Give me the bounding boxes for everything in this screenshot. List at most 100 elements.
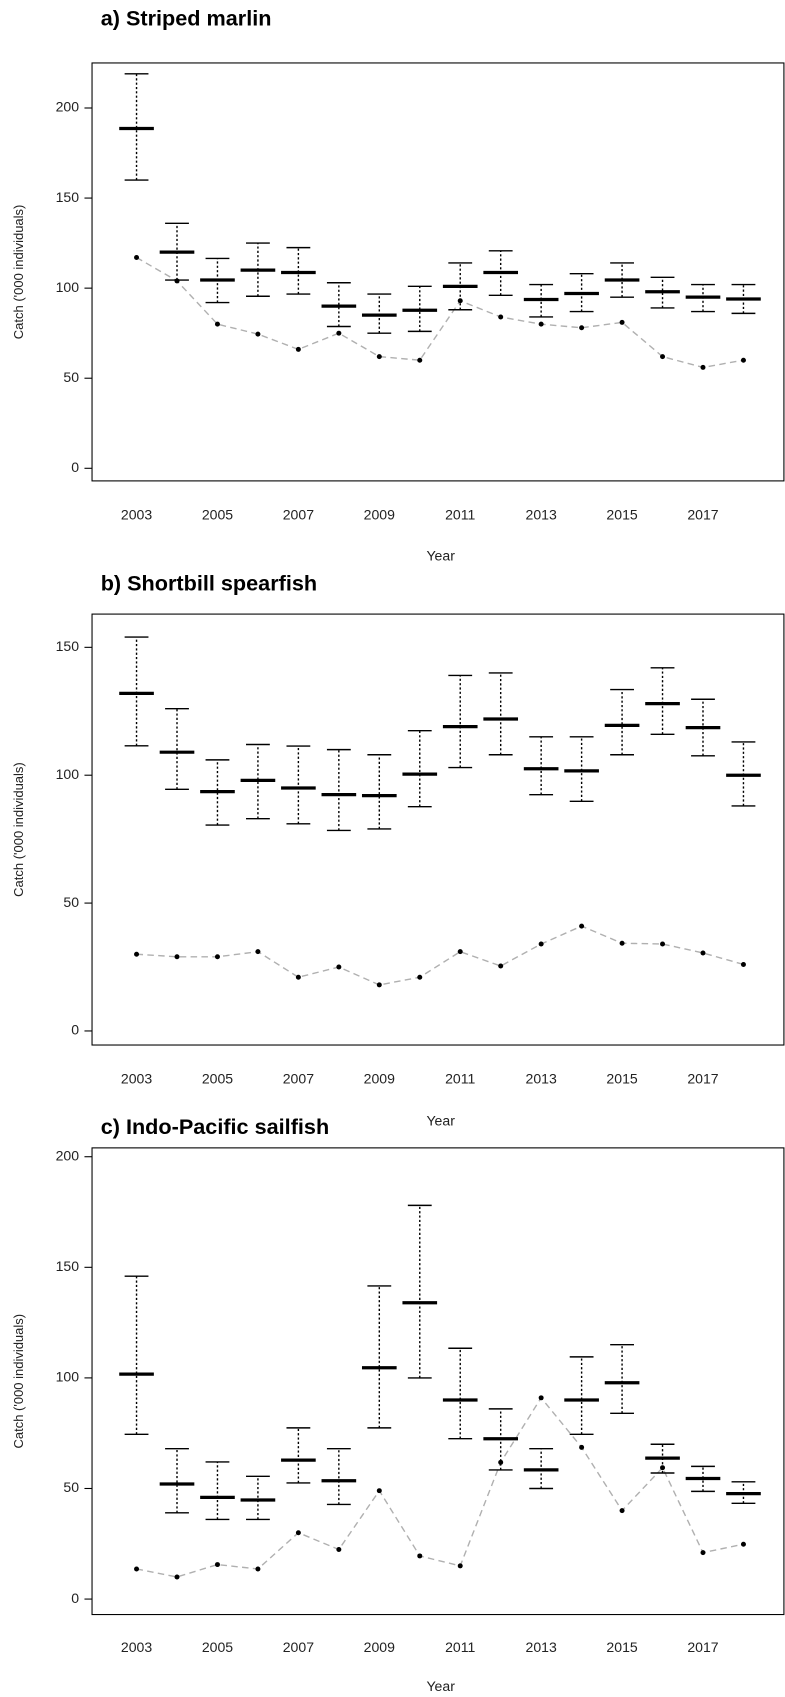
plot-frame [91,1147,785,1616]
observed-point [214,954,220,960]
observed-point [498,963,504,969]
x-tick-label: 2007 [283,506,314,522]
y-tick-label: 150 [56,1258,80,1274]
x-tick-label: 2007 [283,1639,314,1655]
observed-point [660,941,666,947]
x-tick-label: 2017 [687,1070,718,1086]
x-tick-label: 2017 [687,506,718,522]
observed-point [700,364,706,370]
y-axis-label: Catch ('000 individuals) [11,205,26,340]
x-tick-label: 2005 [202,1639,233,1655]
y-tick-label: 150 [56,189,80,205]
y-axis-label: Catch ('000 individuals) [11,1314,26,1449]
observed-point [214,321,220,327]
y-tick-label: 100 [56,766,80,782]
observed-point [619,319,625,325]
observed-point [498,1459,504,1465]
observed-point [336,964,342,970]
y-tick-label: 50 [63,894,79,910]
y-tick-label: 50 [63,1479,79,1495]
panel-title: a) Striped marlin [101,5,272,30]
x-tick-label: 2011 [445,1639,475,1655]
plot-frame [91,613,785,1046]
observed-point [417,1553,423,1559]
observed-point [295,1530,301,1536]
observed-point [134,951,140,957]
observed-point [579,325,585,331]
x-tick-label: 2015 [606,1639,637,1655]
x-tick-label: 2015 [606,1070,637,1086]
observed-point [457,1563,463,1569]
observed-point [376,1488,382,1494]
x-tick-label: 2013 [526,1639,557,1655]
observed-point [336,1547,342,1553]
y-axis-label: Catch ('000 individuals) [11,762,26,897]
observed-point [700,950,706,956]
y-tick-label: 0 [71,1590,79,1606]
x-tick-label: 2013 [526,1070,557,1086]
x-tick-label: 2011 [445,506,475,522]
observed-point [174,1574,180,1580]
y-tick-label: 0 [71,1022,79,1038]
x-tick-label: 2007 [283,1070,314,1086]
observed-point [700,1550,706,1556]
observed-point [295,974,301,980]
y-tick-label: 0 [71,459,79,475]
observed-line [136,1396,744,1578]
observed-point [457,949,463,955]
observed-point [134,1566,140,1572]
panel-title: c) Indo-Pacific sailfish [101,1114,329,1139]
observed-point [619,940,625,946]
x-tick-label: 2003 [121,1070,152,1086]
observed-point [417,974,423,980]
panel: b) Shortbill spearfish 0 50 100 150 2003 2005 2… [11,571,785,1129]
observed-point [376,982,382,988]
observed-point [376,354,382,360]
observed-point [579,1444,585,1450]
observed-point [619,1508,625,1514]
observed-point [538,941,544,947]
panel: a) Striped marlin 0 50 100 150 200 2003 2005 200… [11,5,785,563]
observed-point [417,357,423,363]
x-tick-label: 2009 [364,1070,395,1086]
x-axis-label: Year [426,547,455,563]
x-tick-label: 2009 [364,506,395,522]
x-tick-label: 2003 [121,506,152,522]
y-tick-label: 50 [63,369,79,385]
x-tick-label: 2011 [445,1070,475,1086]
x-tick-label: 2013 [526,506,557,522]
plot-frame [91,62,785,482]
observed-point [255,331,261,337]
panel-title: b) Shortbill spearfish [101,571,317,596]
x-tick-label: 2005 [202,506,233,522]
x-tick-label: 2015 [606,506,637,522]
observed-point [538,1395,544,1401]
y-tick-label: 100 [56,279,80,295]
observed-line [136,925,744,986]
observed-line [136,256,744,369]
observed-point [134,255,140,261]
x-tick-label: 2003 [121,1639,152,1655]
x-tick-label: 2005 [202,1070,233,1086]
observed-point [214,1562,220,1568]
observed-point [740,357,746,363]
x-axis-label: Year [426,1678,455,1694]
panel: c) Indo-Pacific sailfish 0 50 100 150 200 2003… [11,1114,785,1694]
x-tick-label: 2017 [687,1639,718,1655]
observed-point [336,330,342,336]
observed-point [538,321,544,327]
observed-point [660,354,666,360]
observed-point [295,346,301,352]
y-tick-label: 150 [56,638,80,654]
observed-point [255,949,261,955]
y-tick-label: 200 [56,99,80,115]
observed-point [498,314,504,320]
observed-point [740,1541,746,1547]
observed-point [174,954,180,960]
observed-point [740,961,746,967]
x-axis-label: Year [426,1113,455,1129]
x-tick-label: 2009 [364,1639,395,1655]
y-tick-label: 200 [56,1147,80,1163]
